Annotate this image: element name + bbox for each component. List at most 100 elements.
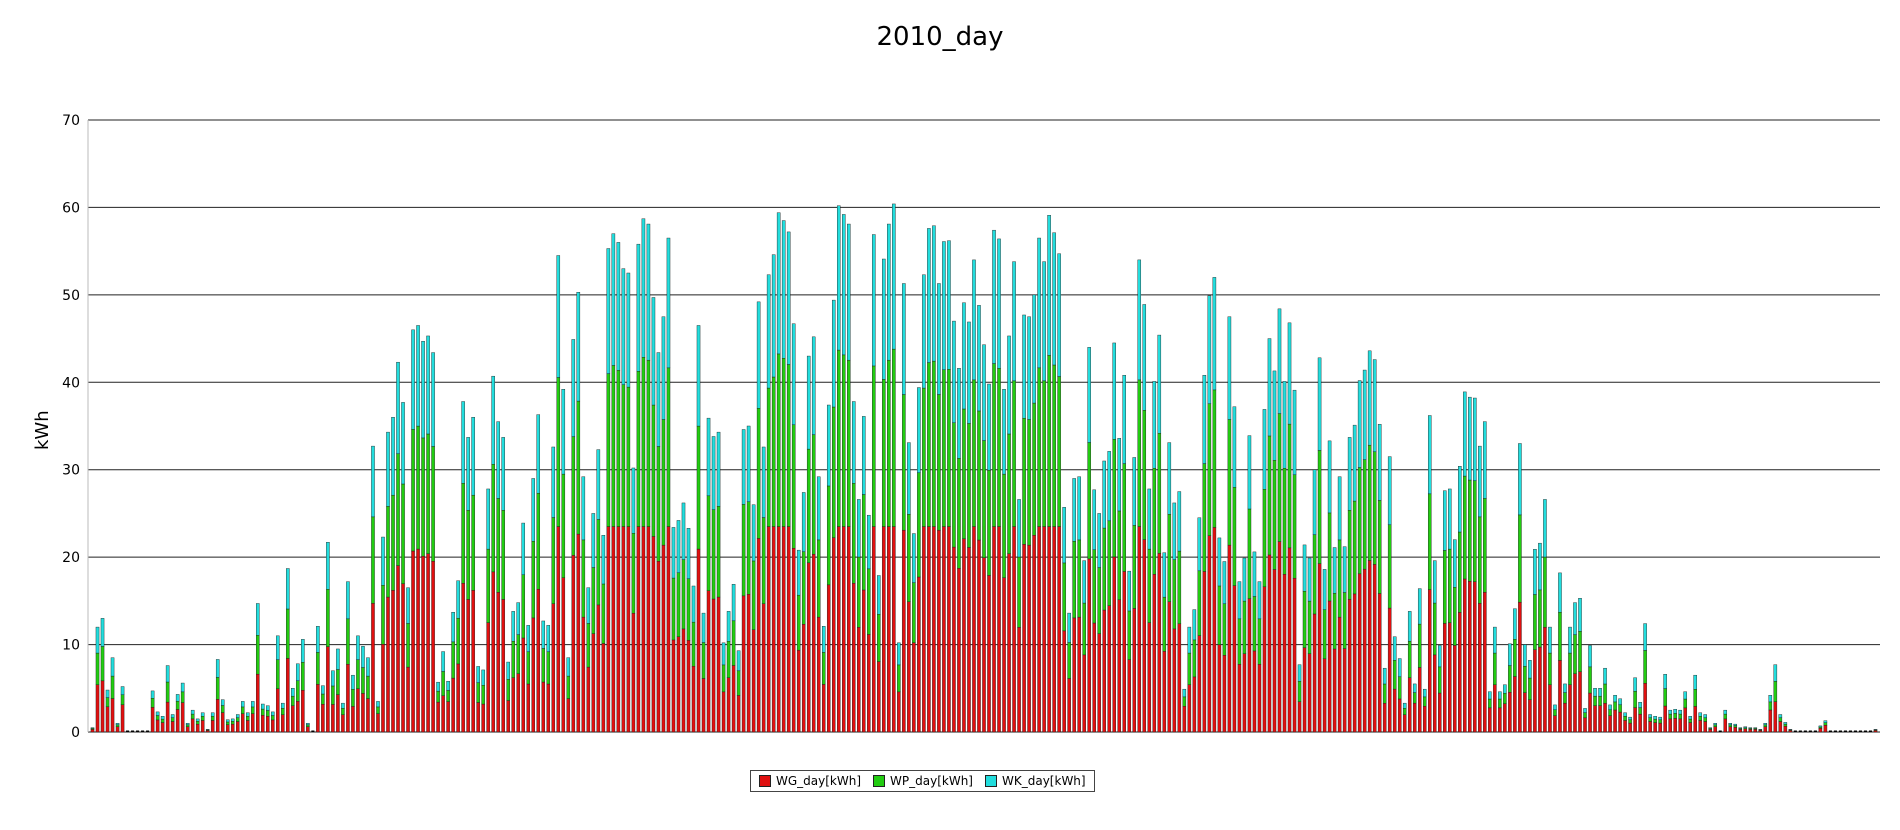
- bar-260-wk: [1392, 636, 1397, 661]
- bar-58-wg: [381, 644, 385, 733]
- bar-204-wp: [1112, 439, 1116, 558]
- bar-91-wp: [546, 651, 551, 685]
- legend-item-wp: WP_day[kWh]: [873, 774, 973, 788]
- y-tick-label-10: 10: [62, 638, 80, 654]
- bar-192-wk: [1052, 232, 1056, 366]
- bar-208-wp: [1132, 525, 1137, 609]
- bar-240-wg: [1292, 577, 1297, 733]
- bar-55-wg: [366, 698, 370, 733]
- bar-205-wp: [1117, 510, 1121, 601]
- bar-117-wg: [676, 636, 681, 733]
- bar-17-wk: [175, 694, 180, 702]
- bar-277-wp: [1478, 516, 1482, 604]
- bar-37-wp: [276, 659, 280, 689]
- bar-270-wp: [1443, 550, 1447, 624]
- bar-100-wg: [591, 633, 596, 733]
- bar-101-wp: [596, 519, 601, 606]
- bar-87-wg: [526, 683, 530, 733]
- bar-253-wk: [1357, 380, 1362, 468]
- bar-118-wp: [681, 559, 686, 630]
- bar-113-wg: [656, 561, 661, 733]
- bar-254-wg: [1362, 568, 1367, 733]
- legend-label-wk: WK_day[kWh]: [1002, 774, 1086, 788]
- bar-145-wp: [816, 539, 821, 618]
- bar-303-wg: [1608, 715, 1612, 733]
- bar-201-wk: [1097, 513, 1101, 568]
- bar-202-wp: [1102, 527, 1106, 611]
- bar-229-wk: [1237, 581, 1242, 620]
- bar-228-wk: [1232, 406, 1237, 488]
- bar-47-wp: [326, 589, 330, 647]
- bar-16-wk: [170, 714, 175, 718]
- bar-161-wp: [897, 664, 901, 693]
- bar-313-wg: [1658, 722, 1662, 733]
- bar-302-wp: [1603, 683, 1607, 704]
- bar-311-wg: [1648, 721, 1652, 733]
- bar-213-wk: [1157, 334, 1162, 434]
- bar-97-wp: [576, 400, 581, 535]
- bar-295-wk: [1568, 626, 1572, 654]
- bar-72-wg: [451, 677, 455, 733]
- bar-114-wg: [661, 544, 666, 733]
- bar-318-wp: [1683, 698, 1687, 709]
- bar-127-wp: [726, 641, 731, 678]
- bar-93-wg: [556, 526, 561, 733]
- bar-255-wg: [1367, 560, 1372, 733]
- bar-47-wk: [326, 542, 330, 590]
- bar-105-wk: [616, 242, 621, 371]
- y-tick-label-60: 60: [62, 200, 80, 216]
- bar-184-wg: [1012, 526, 1016, 733]
- bar-285-wg: [1518, 601, 1522, 733]
- bar-289-wk: [1538, 542, 1542, 591]
- bar-150-wp: [842, 354, 846, 527]
- bar-66-wk: [421, 340, 425, 439]
- bar-18-wk: [180, 682, 185, 693]
- bar-172-wg: [952, 546, 956, 733]
- bar-36-wp: [271, 715, 275, 721]
- bar-43-wk: [306, 723, 310, 726]
- bar-328-wg: [1733, 727, 1738, 733]
- bar-235-wp: [1267, 435, 1272, 556]
- y-tick-label-30: 30: [62, 463, 80, 479]
- bar-297-wk: [1578, 598, 1582, 632]
- bar-59-wg: [386, 596, 390, 733]
- bar-101-wg: [596, 604, 601, 733]
- bar-255-wp: [1367, 444, 1372, 561]
- bar-165-wg: [917, 576, 921, 733]
- bar-93-wk: [556, 255, 561, 378]
- bar-156-wg: [872, 526, 876, 733]
- bar-327-wk: [1728, 723, 1733, 726]
- bar-16-wp: [170, 717, 175, 722]
- bar-63-wk: [406, 587, 410, 624]
- bar-127-wk: [726, 611, 731, 642]
- bar-248-wk: [1332, 547, 1337, 594]
- bar-301-wk: [1598, 688, 1602, 697]
- bar-56-wk: [371, 445, 375, 518]
- bar-218-wg: [1182, 706, 1187, 733]
- bar-146-wk: [821, 626, 826, 653]
- bar-110-wg: [641, 526, 646, 733]
- bar-46-wg: [321, 703, 325, 733]
- bar-277-wg: [1478, 603, 1482, 733]
- bar-1-wg: [95, 684, 100, 733]
- bar-55-wk: [366, 657, 370, 677]
- bar-171-wk: [947, 240, 951, 370]
- bar-310-wg: [1643, 683, 1647, 733]
- bar-319-wk: [1688, 716, 1692, 720]
- bar-114-wp: [661, 419, 666, 546]
- bar-13-wp: [155, 715, 160, 721]
- bar-299-wg: [1588, 692, 1592, 733]
- bar-86-wg: [521, 637, 525, 733]
- bar-17-wg: [175, 709, 180, 733]
- bar-179-wk: [987, 383, 991, 471]
- bar-1-wp: [95, 652, 100, 685]
- bar-265-wk: [1417, 588, 1422, 625]
- bar-141-wg: [796, 649, 801, 733]
- bar-194-wk: [1062, 507, 1066, 564]
- bar-70-wk: [441, 651, 445, 672]
- bar-60-wg: [391, 590, 395, 733]
- bar-209-wg: [1137, 526, 1142, 733]
- bar-53-wg: [356, 688, 360, 733]
- bar-95-wp: [566, 675, 571, 699]
- bar-39-wp: [286, 608, 290, 659]
